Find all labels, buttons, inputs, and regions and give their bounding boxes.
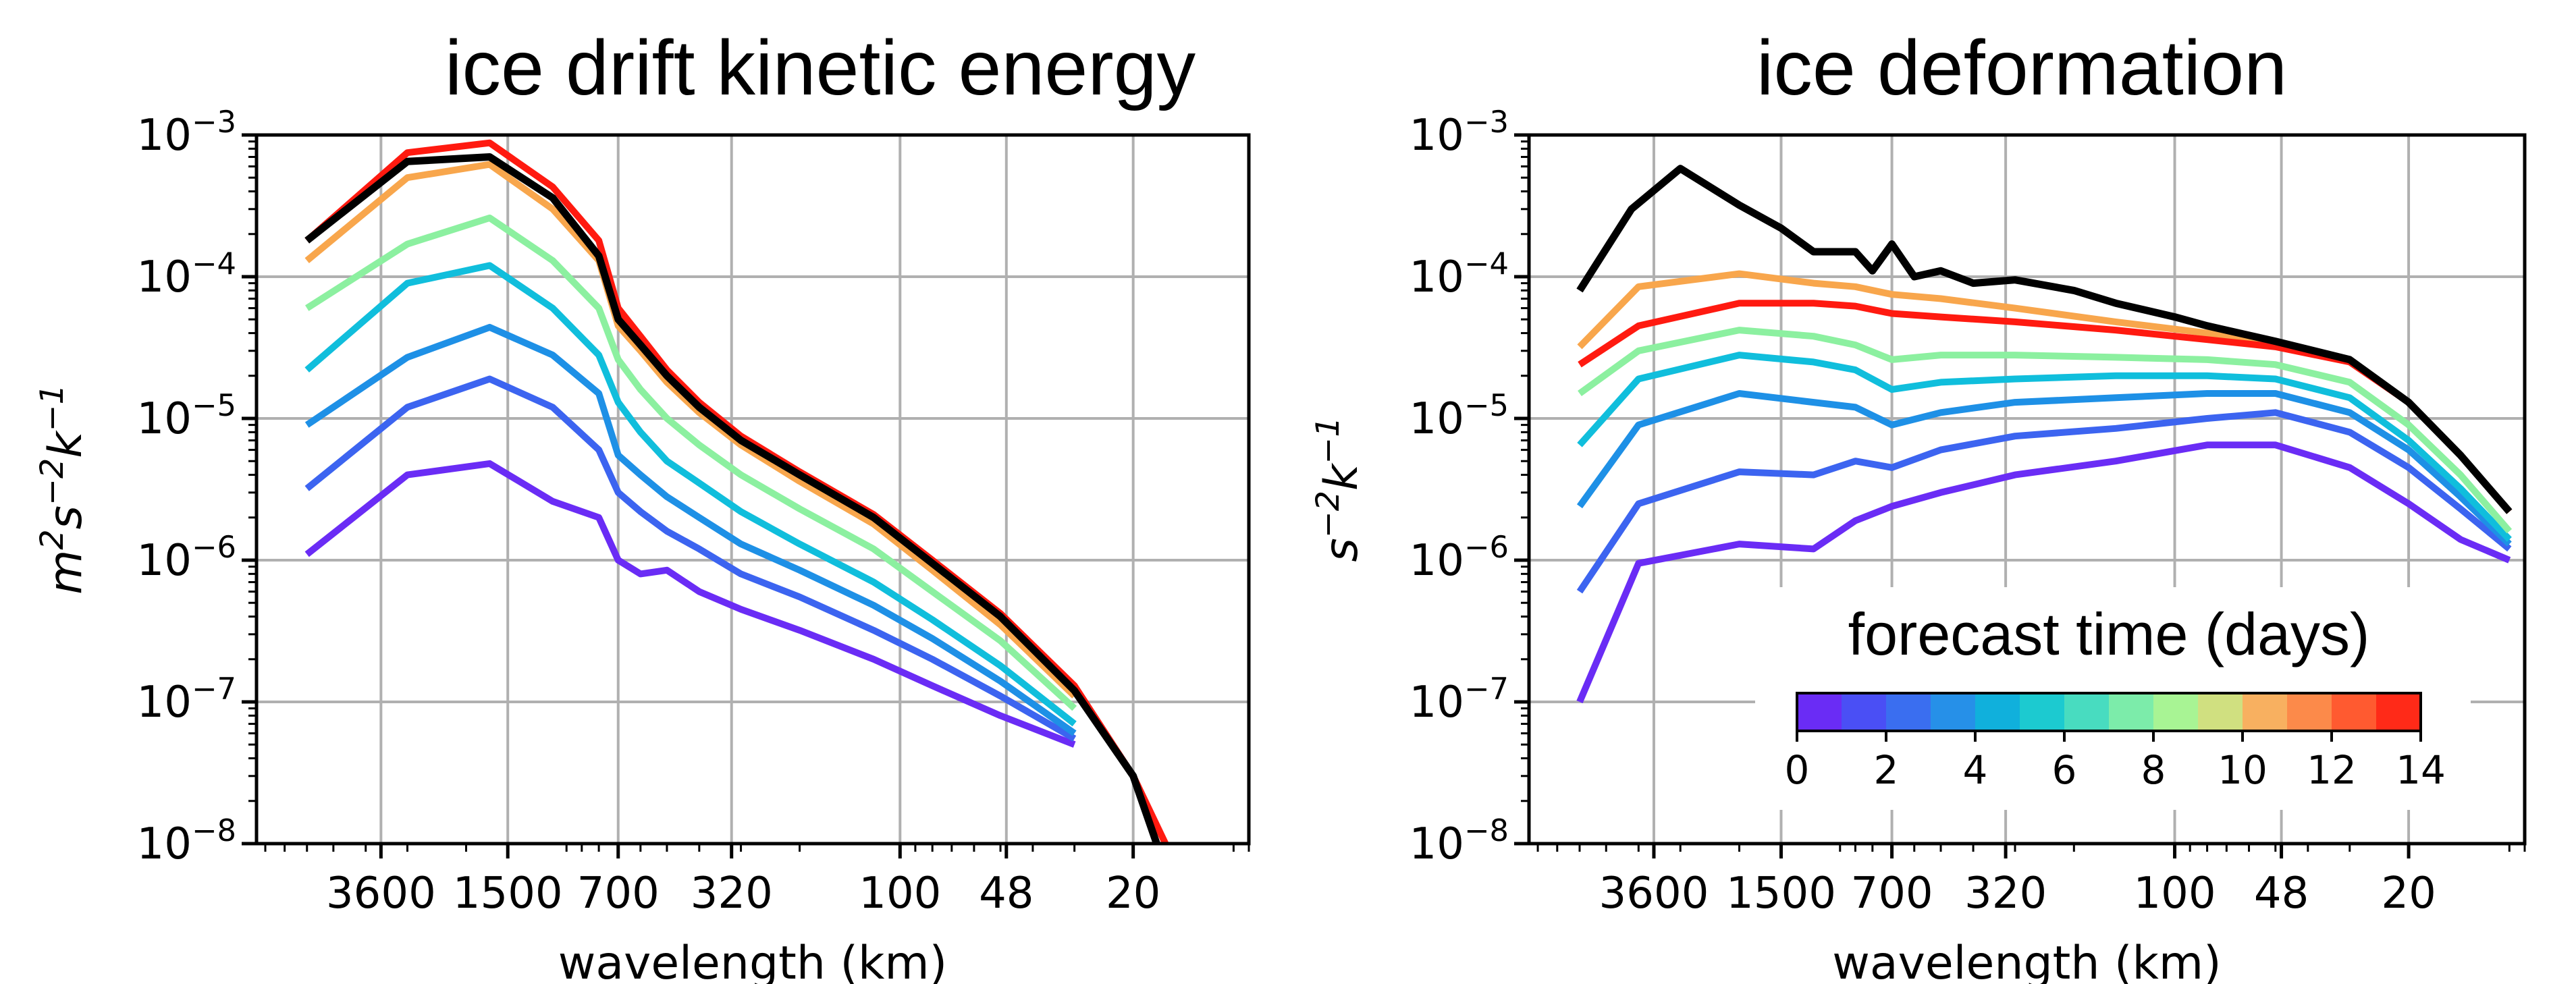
y-tick-label: 10−8 bbox=[137, 813, 236, 870]
y-tick-label: 10−7 bbox=[1410, 671, 1509, 728]
y-tick-label: 10−8 bbox=[1410, 813, 1509, 870]
colorbar-swatch bbox=[2064, 693, 2110, 731]
colorbar-swatch bbox=[1842, 693, 1887, 731]
y-axis-label: s−2k−1 bbox=[1310, 416, 1369, 562]
x-axis-label: wavelength (km) bbox=[1832, 937, 2221, 984]
y-tick-label: 10−5 bbox=[137, 387, 236, 445]
x-tick-label: 700 bbox=[1850, 869, 1933, 919]
series-line-2 bbox=[304, 323, 1077, 736]
series-line-1 bbox=[304, 375, 1077, 742]
x-tick-label: 20 bbox=[2381, 869, 2436, 919]
series-line-7 bbox=[305, 214, 1077, 711]
chart-panel-1: ice drift kinetic energy 10−3 10−4 10−5 10−6… bbox=[34, 25, 1251, 984]
x-tick-label: 100 bbox=[2133, 869, 2216, 919]
x-tick-label: 48 bbox=[2254, 869, 2309, 919]
x-tick-label: 1500 bbox=[453, 869, 563, 919]
colorbar-tick-label: 8 bbox=[2141, 747, 2166, 793]
series-line-observed bbox=[1576, 165, 2513, 514]
series-line-4 bbox=[304, 262, 1077, 727]
y-tick-label: 10−6 bbox=[137, 529, 236, 586]
x-tick-label: 100 bbox=[859, 869, 941, 919]
colorbar: forecast time (days) 0 2 4 6 8 10 12 14 bbox=[1755, 587, 2471, 810]
x-tick-label: 3600 bbox=[1599, 869, 1709, 919]
series-line-4 bbox=[1577, 352, 2512, 542]
y-tick-label: 10−4 bbox=[1410, 246, 1509, 303]
colorbar-tick-label: 0 bbox=[1785, 747, 1810, 793]
colorbar-swatch bbox=[1797, 693, 1842, 731]
y-tick-label: 10−5 bbox=[1410, 387, 1509, 445]
chart-title: ice drift kinetic energy bbox=[445, 25, 1196, 111]
x-tick-label: 320 bbox=[691, 869, 773, 919]
colorbar-swatch bbox=[2153, 693, 2199, 731]
colorbar-swatch bbox=[1886, 693, 1931, 731]
y-tick-label: 10−4 bbox=[137, 246, 236, 303]
x-tick-label: 1500 bbox=[1726, 869, 1836, 919]
colorbar-swatch bbox=[2198, 693, 2243, 731]
x-tick-label: 20 bbox=[1106, 869, 1160, 919]
series-line-10 bbox=[304, 161, 1077, 699]
y-tick-label: 10−7 bbox=[137, 671, 236, 728]
series-line-0 bbox=[1576, 441, 2511, 703]
x-tick-label: 320 bbox=[1964, 869, 2047, 919]
series-line-observed bbox=[304, 153, 1160, 844]
plot-frame bbox=[254, 133, 1251, 846]
x-tick-label: 48 bbox=[979, 869, 1034, 919]
y-tick-label: 10−6 bbox=[1410, 529, 1509, 586]
series-line-1 bbox=[1576, 409, 2512, 594]
x-tick-label: 3600 bbox=[326, 869, 436, 919]
colorbar-title: forecast time (days) bbox=[1848, 601, 2370, 667]
colorbar-tick-label: 10 bbox=[2218, 747, 2268, 793]
series-line-2 bbox=[1576, 390, 2512, 547]
colorbar-swatch bbox=[2376, 693, 2421, 731]
x-tick-label: 700 bbox=[577, 869, 660, 919]
colorbar-swatch bbox=[1975, 693, 2020, 731]
series-line-7 bbox=[1578, 327, 2513, 534]
colorbar-swatch bbox=[2109, 693, 2154, 731]
colorbar-tick-label: 12 bbox=[2307, 747, 2357, 793]
colorbar-tick-label: 4 bbox=[1963, 747, 1988, 793]
y-axis-label: m2s−2k−1 bbox=[34, 384, 93, 595]
series-line-14 bbox=[304, 139, 1169, 844]
series-line-0 bbox=[304, 460, 1076, 748]
series-group bbox=[304, 139, 1169, 844]
y-tick-label: 10−3 bbox=[137, 104, 236, 161]
colorbar-swatch bbox=[2243, 693, 2288, 731]
y-tick-label: 10−3 bbox=[1410, 104, 1509, 161]
colorbar-tick-label: 14 bbox=[2396, 747, 2446, 793]
colorbar-swatch bbox=[1931, 693, 1976, 731]
series-group bbox=[1576, 165, 2513, 703]
plot-frame bbox=[1527, 133, 2527, 846]
colorbar-frame bbox=[1796, 692, 2422, 732]
x-axis-label: wavelength (km) bbox=[558, 937, 947, 984]
colorbar-tick-label: 2 bbox=[1874, 747, 1899, 793]
colorbar-tick-label: 6 bbox=[2052, 747, 2077, 793]
colorbar-swatch bbox=[2020, 693, 2065, 731]
chart-title: ice deformation bbox=[1756, 25, 2287, 111]
chart-panel-2: ice deformation 10−3 10−4 10−5 10−6 10−7 10−8 3… bbox=[1310, 25, 2527, 984]
colorbar-swatch bbox=[2332, 693, 2377, 731]
colorbar-swatch bbox=[2287, 693, 2332, 731]
